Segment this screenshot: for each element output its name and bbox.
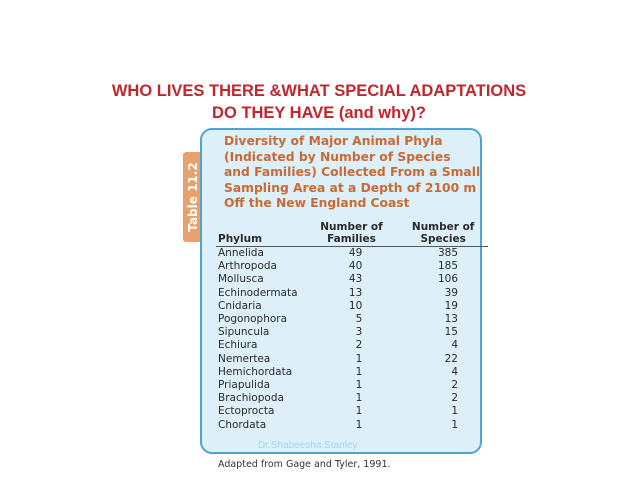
- cell-families: 2: [355, 339, 363, 352]
- cell-phylum: Priapulida: [218, 379, 271, 392]
- cell-species: 2: [451, 379, 458, 392]
- caption-line: Sampling Area at a Depth of 2100 m: [224, 180, 477, 195]
- table-body: Annelida 49 385 Arthropoda 40 185 Mollusca 43 10…: [216, 247, 488, 432]
- header-species: Number of Species: [398, 221, 488, 247]
- cell-phylum: Ectoprocta: [218, 405, 275, 418]
- cell-species: 1: [451, 405, 458, 418]
- caption-line: (Indicated by Number of Species: [224, 149, 451, 164]
- caption-line: Off the New England Coast: [224, 196, 410, 210]
- table-row: Pogonophora 5 13: [216, 313, 488, 326]
- phyla-table: Phylum Number of Families Number of Spec…: [216, 221, 488, 432]
- cell-families: 1: [355, 418, 363, 431]
- cell-phylum: Annelida: [218, 247, 264, 259]
- cell-phylum: Cnidaria: [218, 299, 262, 312]
- cell-families: 10: [348, 299, 363, 312]
- cell-families: 1: [355, 352, 363, 365]
- table-row: Arthropoda 40 185: [216, 260, 488, 273]
- cell-species: 22: [444, 352, 458, 365]
- cell-families: 43: [348, 273, 363, 286]
- cell-phylum: Mollusca: [218, 273, 264, 286]
- table-row: Mollusca 43 106: [216, 273, 488, 286]
- cell-species: 385: [437, 247, 458, 259]
- header-families: Number of Families: [304, 221, 399, 247]
- cell-phylum: Hemichordata: [218, 365, 293, 378]
- cell-families: 1: [355, 392, 363, 405]
- cell-families: 3: [355, 326, 363, 339]
- cell-phylum: Echiura: [218, 339, 258, 352]
- cell-species: 13: [444, 313, 458, 326]
- cell-phylum: Sipuncula: [218, 326, 270, 339]
- slide-title-line-1: WHO LIVES THERE &WHAT SPECIAL ADAPTATION…: [111, 82, 527, 100]
- table-number-label: Table 11.2: [186, 162, 200, 232]
- table-row: Cnidaria 10 19: [216, 300, 488, 313]
- table-row: Hemichordata 1 4: [216, 366, 488, 379]
- cell-species: 19: [444, 299, 458, 312]
- table-row: Priapulida 1 2: [216, 379, 488, 392]
- table-row: Ectoprocta 1 1: [216, 405, 488, 418]
- caption-line: and Families) Collected From a Small: [224, 165, 481, 179]
- table-row: Chordata 1 1: [216, 419, 488, 432]
- cell-species: 2: [451, 392, 458, 405]
- cell-phylum: Pogonophora: [218, 313, 288, 326]
- cell-species: 1: [451, 418, 458, 431]
- source-note: Adapted from Gage and Tyler, 1991.: [218, 459, 391, 470]
- table-row: Echinodermata 13 39: [216, 287, 488, 300]
- cell-species: 4: [451, 339, 458, 352]
- table-row: Echiura 2 4: [216, 339, 488, 352]
- cell-species: 106: [437, 273, 458, 286]
- watermark: Dr.Shabeesha Stanley: [258, 440, 358, 451]
- table-caption: Diversity of Major Animal Phyla (Indicat…: [224, 134, 486, 212]
- table-row: Brachiopoda 1 2: [216, 392, 488, 405]
- cell-phylum: Chordata: [218, 418, 267, 431]
- table-row: Sipuncula 3 15: [216, 326, 488, 339]
- cell-families: 49: [348, 247, 363, 259]
- cell-families: 1: [355, 365, 363, 378]
- cell-families: 5: [355, 313, 363, 326]
- cell-phylum: Arthropoda: [218, 260, 277, 273]
- table-header-row: Phylum Number of Families Number of Spec…: [216, 221, 488, 247]
- slide-title-line-2: DO THEY HAVE (and why)?: [212, 104, 426, 122]
- cell-species: 4: [451, 365, 458, 378]
- table-row: Annelida 49 385: [216, 247, 488, 261]
- cell-families: 13: [348, 286, 363, 299]
- table-number-tab: Table 11.2: [183, 152, 203, 242]
- cell-phylum: Nemertea: [218, 352, 271, 365]
- cell-families: 40: [348, 260, 363, 273]
- cell-species: 15: [444, 326, 458, 339]
- cell-families: 1: [355, 379, 363, 392]
- slide-title: WHO LIVES THERE &WHAT SPECIAL ADAPTATION…: [0, 80, 638, 124]
- cell-phylum: Brachiopoda: [218, 392, 284, 405]
- table-panel: [200, 128, 482, 454]
- caption-line: Diversity of Major Animal Phyla: [224, 134, 443, 148]
- header-phylum: Phylum: [216, 221, 305, 247]
- cell-phylum: Echinodermata: [218, 286, 298, 299]
- cell-species: 185: [437, 260, 458, 273]
- cell-species: 39: [444, 286, 458, 299]
- cell-families: 1: [355, 405, 363, 418]
- table-row: Nemertea 1 22: [216, 353, 488, 366]
